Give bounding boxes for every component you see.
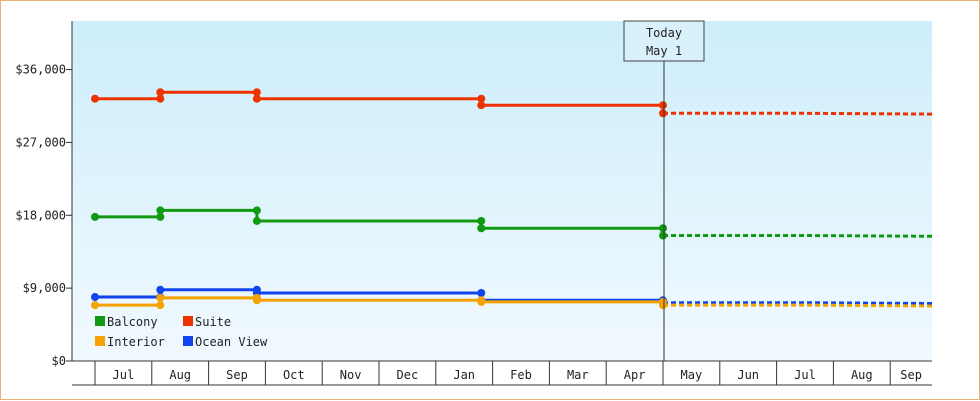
forecast-line	[663, 234, 933, 238]
legend-label: Suite	[195, 315, 231, 329]
data-point	[252, 296, 261, 305]
x-tick-label: Aug	[851, 368, 873, 382]
x-tick-label: Sep	[900, 368, 922, 382]
data-point	[156, 94, 165, 103]
today-marker: Today May 1	[623, 20, 705, 361]
forecast-line	[663, 111, 933, 116]
data-point	[252, 94, 261, 103]
x-tick-label: Feb	[510, 368, 532, 382]
legend-swatch	[95, 336, 105, 346]
data-point	[91, 94, 99, 103]
y-tick-label: $36,000	[15, 63, 66, 77]
data-point	[477, 216, 486, 225]
data-point	[252, 216, 261, 225]
data-point	[156, 88, 165, 97]
data-point	[477, 289, 486, 297]
data-point	[91, 293, 99, 302]
legend-swatch	[183, 336, 193, 346]
series-suite	[91, 88, 933, 118]
x-tick-label: May	[681, 368, 703, 382]
x-tick-label: Dec	[397, 368, 419, 382]
legend-label: Balcony	[107, 315, 158, 329]
data-point	[156, 301, 165, 310]
data-point	[659, 101, 667, 110]
data-point	[659, 224, 667, 233]
data-point	[477, 297, 486, 306]
today-box	[623, 20, 705, 62]
data-point	[91, 301, 99, 310]
legend: Balcony Suite Interior Ocean View	[95, 315, 268, 349]
data-point	[477, 94, 486, 103]
data-point	[252, 206, 261, 215]
data-point	[91, 212, 99, 221]
data-point	[477, 101, 486, 110]
data-point	[156, 212, 165, 221]
y-tick-label: $18,000	[15, 208, 66, 222]
y-tick-label: $0	[52, 354, 66, 368]
x-tick-label: Mar	[567, 368, 589, 382]
today-label: Today	[646, 26, 682, 40]
today-date: May 1	[646, 44, 682, 58]
series-balcony	[91, 206, 933, 240]
x-axis: Jul Aug Sep Oct Nov Dec Jan Feb Mar Apr May Jun Jul A…	[72, 360, 932, 386]
y-axis: $0 $9,000 $18,000 $27,000 $36,000	[15, 21, 73, 368]
data-point	[252, 88, 261, 97]
x-tick-label: Jul	[794, 368, 816, 382]
series-layer	[91, 88, 933, 310]
forecast-line	[663, 303, 933, 308]
series-interior	[91, 293, 933, 310]
x-tick-label: Aug	[169, 368, 191, 382]
data-point	[659, 231, 667, 240]
y-tick-label: $9,000	[23, 281, 66, 295]
legend-label: Ocean View	[195, 335, 268, 349]
data-point	[156, 206, 165, 215]
x-tick-label: Jan	[453, 368, 475, 382]
x-tick-label: Jul	[113, 368, 135, 382]
legend-swatch	[95, 316, 105, 326]
data-point	[156, 293, 165, 302]
x-tick-label: Oct	[283, 368, 305, 382]
x-tick-label: Jun	[737, 368, 759, 382]
x-tick-label: Apr	[624, 368, 646, 382]
data-point	[659, 301, 667, 310]
x-tick-label: Sep	[226, 368, 248, 382]
plot-background	[72, 21, 932, 361]
legend-label: Interior	[107, 335, 165, 349]
data-point	[477, 224, 486, 233]
x-tick-label: Nov	[340, 368, 362, 382]
data-point	[659, 109, 667, 118]
data-point	[156, 285, 165, 294]
forecast-line	[663, 301, 933, 305]
legend-swatch	[183, 316, 193, 326]
y-tick-label: $27,000	[15, 135, 66, 149]
